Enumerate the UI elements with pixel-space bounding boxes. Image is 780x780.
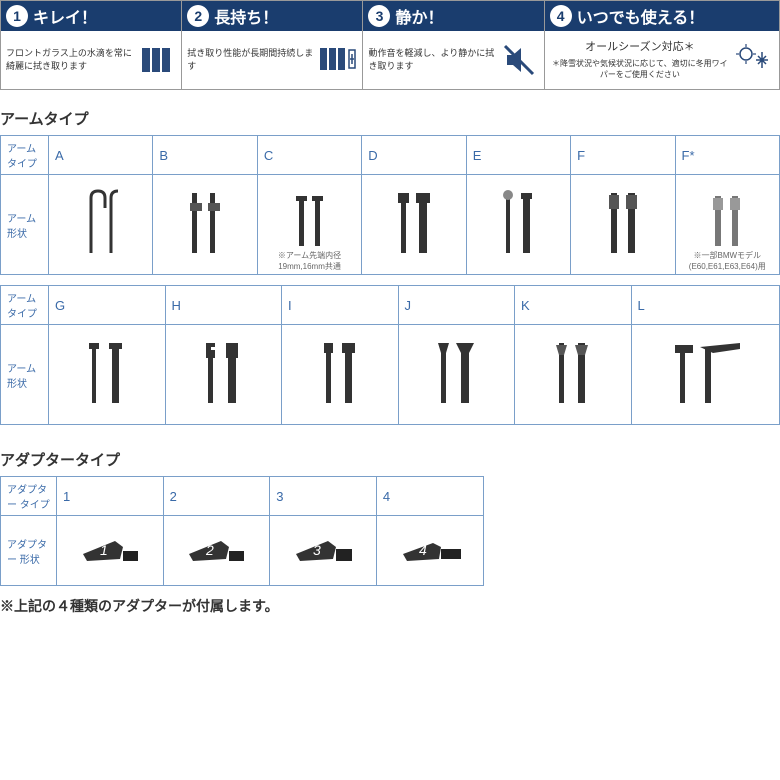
arm-type: A — [49, 136, 153, 175]
arm-shape-b — [153, 175, 257, 275]
footer-note: ※上記の４種類のアダプターが付属します。 — [0, 596, 780, 616]
feature-note: ＊降雪状況や気候状況に応じて、適切に冬用ワイパーをご使用ください — [550, 58, 730, 80]
row-label-shape: アーム 形状 — [1, 325, 49, 425]
features-banner: 1 キレイ！ フロントガラス上の水滴を常に綺麗に拭き取ります 2 長持ち！ 拭き… — [0, 0, 780, 90]
feature-3: 3 静か！ 動作音を軽減し、より静かに拭き取ります — [363, 1, 544, 89]
cell-note: ※アーム先端内径 19mm,16mm共通 — [258, 250, 361, 272]
adapter-shape-1: 1 — [57, 516, 164, 586]
feature-title: キレイ！ — [33, 4, 97, 28]
adapter-type: 2 — [163, 477, 270, 516]
arm-type: F — [571, 136, 675, 175]
arm-shape-f — [571, 175, 675, 275]
arm-type: F* — [675, 136, 779, 175]
row-label-type: アーム タイプ — [1, 136, 49, 175]
arm-table-1: アーム タイプ A B C D E F F* アーム 形状 ※アーム先端内径 1… — [0, 135, 780, 275]
cell-note: ※一部BMWモデル (E60,E61,E63,E64)用 — [676, 250, 779, 272]
row-label-shape: アダプター 形状 — [1, 516, 57, 586]
svg-text:2: 2 — [205, 542, 214, 558]
wiper-icon — [136, 40, 176, 80]
adapter-shape-2: 2 — [163, 516, 270, 586]
arm-shape-fstar: ※一部BMWモデル (E60,E61,E63,E64)用 — [675, 175, 779, 275]
arm-shape-i — [282, 325, 399, 425]
adapter-type: 3 — [270, 477, 377, 516]
feature-desc: オールシーズン対応＊ — [550, 40, 730, 55]
arm-type: H — [165, 286, 282, 325]
arm-type: J — [398, 286, 515, 325]
arm-shape-h — [165, 325, 282, 425]
arm-shape-g — [49, 325, 166, 425]
arm-type: E — [466, 136, 570, 175]
feature-title: いつでも使える！ — [577, 4, 705, 28]
feature-1: 1 キレイ！ フロントガラス上の水滴を常に綺麗に拭き取ります — [1, 1, 182, 89]
feature-num: 2 — [187, 5, 209, 27]
arm-shape-l — [631, 325, 780, 425]
arm-type: D — [362, 136, 466, 175]
pages-icon — [317, 40, 357, 80]
adapter-shape-3: 3 — [270, 516, 377, 586]
arm-table-2: アーム タイプ G H I J K L アーム 形状 — [0, 285, 780, 425]
feature-num: 3 — [368, 5, 390, 27]
arm-shape-j — [398, 325, 515, 425]
arm-type: I — [282, 286, 399, 325]
arm-type: C — [257, 136, 361, 175]
feature-title: 静か！ — [395, 4, 443, 28]
row-label-shape: アーム 形状 — [1, 175, 49, 275]
arm-section-title: アームタイプ — [0, 108, 780, 129]
feature-title: 長持ち！ — [214, 4, 278, 28]
svg-text:1: 1 — [100, 542, 108, 558]
feature-2: 2 長持ち！ 拭き取り性能が長期間持続します — [182, 1, 363, 89]
adapter-table: アダプター タイプ 1 2 3 4 アダプター 形状 1 2 3 4 — [0, 476, 484, 586]
feature-desc: 動作音を軽減し、より静かに拭き取ります — [368, 47, 494, 72]
row-label-type: アダプター タイプ — [1, 477, 57, 516]
adapter-section-title: アダプタータイプ — [0, 449, 780, 470]
row-label-type: アーム タイプ — [1, 286, 49, 325]
arm-shape-a — [49, 175, 153, 275]
adapter-type: 4 — [376, 477, 483, 516]
arm-shape-d — [362, 175, 466, 275]
arm-type: K — [515, 286, 632, 325]
feature-num: 4 — [550, 5, 572, 27]
weather-icon — [734, 40, 774, 80]
mute-icon — [499, 40, 539, 80]
feature-desc: 拭き取り性能が長期間持続します — [187, 47, 313, 72]
arm-shape-k — [515, 325, 632, 425]
arm-type: G — [49, 286, 166, 325]
feature-num: 1 — [6, 5, 28, 27]
arm-type: L — [631, 286, 780, 325]
arm-shape-c: ※アーム先端内径 19mm,16mm共通 — [257, 175, 361, 275]
svg-text:3: 3 — [313, 542, 321, 558]
arm-type: B — [153, 136, 257, 175]
adapter-type: 1 — [57, 477, 164, 516]
feature-4: 4 いつでも使える！ オールシーズン対応＊ ＊降雪状況や気候状況に応じて、適切に… — [545, 1, 779, 89]
arm-shape-e — [466, 175, 570, 275]
adapter-shape-4: 4 — [376, 516, 483, 586]
feature-desc: フロントガラス上の水滴を常に綺麗に拭き取ります — [6, 47, 132, 72]
svg-text:4: 4 — [419, 542, 427, 558]
